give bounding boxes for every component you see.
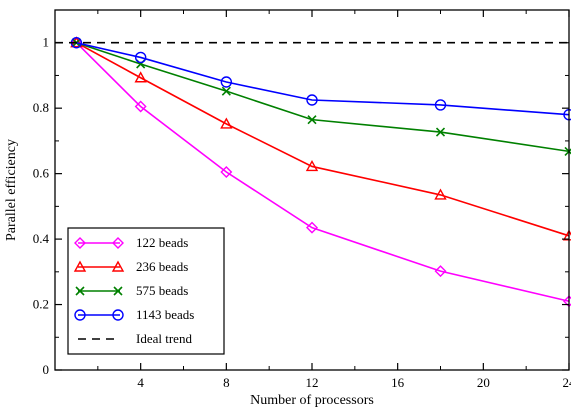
legend-marker-122-beads <box>74 237 86 249</box>
data-point-236-beads <box>134 71 147 83</box>
series-line-1143-beads <box>76 41 570 116</box>
legend-label-ideal-trend: Ideal trend <box>136 331 192 346</box>
plot-area <box>55 36 571 308</box>
data-point-1143-beads <box>306 94 318 106</box>
x-tick-label: 4 <box>137 375 144 390</box>
x-tick-label: 8 <box>223 375 230 390</box>
legend-marker-122-beads <box>112 237 124 249</box>
y-tick-label: 0.6 <box>33 166 50 181</box>
y-tick-label: 0.2 <box>33 297 49 312</box>
legend-marker-1143-beads <box>74 309 86 321</box>
legend-marker-1143-beads <box>112 309 124 321</box>
y-axis-label: Parallel efficiency <box>4 139 19 241</box>
data-point-575-beads <box>435 127 446 137</box>
x-tick-label: 24 <box>563 375 571 390</box>
legend: 122 beads 236 beads 575 beads 1143 beads Ide… <box>67 227 225 355</box>
y-tick-label: 1 <box>43 35 50 50</box>
data-point-1143-beads <box>434 99 447 111</box>
data-point-236-beads <box>220 117 233 129</box>
legend-marker-575-beads <box>113 286 123 296</box>
legend-label-1143-beads: 1143 beads <box>136 307 194 322</box>
legend-label-122-beads: 122 beads <box>136 235 188 250</box>
legend-label-236-beads: 236 beads <box>136 259 188 274</box>
x-tick-label: 20 <box>477 375 490 390</box>
x-tick-label: 16 <box>391 375 405 390</box>
x-axis-label: Number of processors <box>250 393 374 408</box>
series-line-236-beads <box>76 42 570 237</box>
series-line-575-beads <box>76 41 570 153</box>
data-point-1143-beads <box>134 51 147 64</box>
legend-marker-236-beads <box>111 260 125 272</box>
data-point-575-beads <box>221 86 231 96</box>
axis-ticks: 4 8 12 16 20 24 0 0.2 0.4 0.6 0.8 1 <box>33 9 571 390</box>
legend-marker-236-beads <box>73 260 87 272</box>
legend-marker-575-beads <box>75 286 85 296</box>
data-point-236-beads <box>434 188 447 200</box>
data-point-122-beads <box>306 221 318 234</box>
data-point-1143-beads <box>220 76 233 88</box>
legend-label-575-beads: 575 beads <box>136 283 188 298</box>
y-tick-label: 0.8 <box>33 100 49 115</box>
data-point-122-beads <box>134 100 147 113</box>
data-point-122-beads <box>220 166 233 178</box>
y-tick-label: 0 <box>43 362 50 377</box>
data-point-122-beads <box>434 265 447 278</box>
y-tick-label: 0.4 <box>33 231 50 246</box>
series-line-122-beads <box>75 42 570 303</box>
x-tick-label: 12 <box>306 375 319 390</box>
data-point-575-beads <box>307 115 317 125</box>
data-point-236-beads <box>305 159 319 172</box>
